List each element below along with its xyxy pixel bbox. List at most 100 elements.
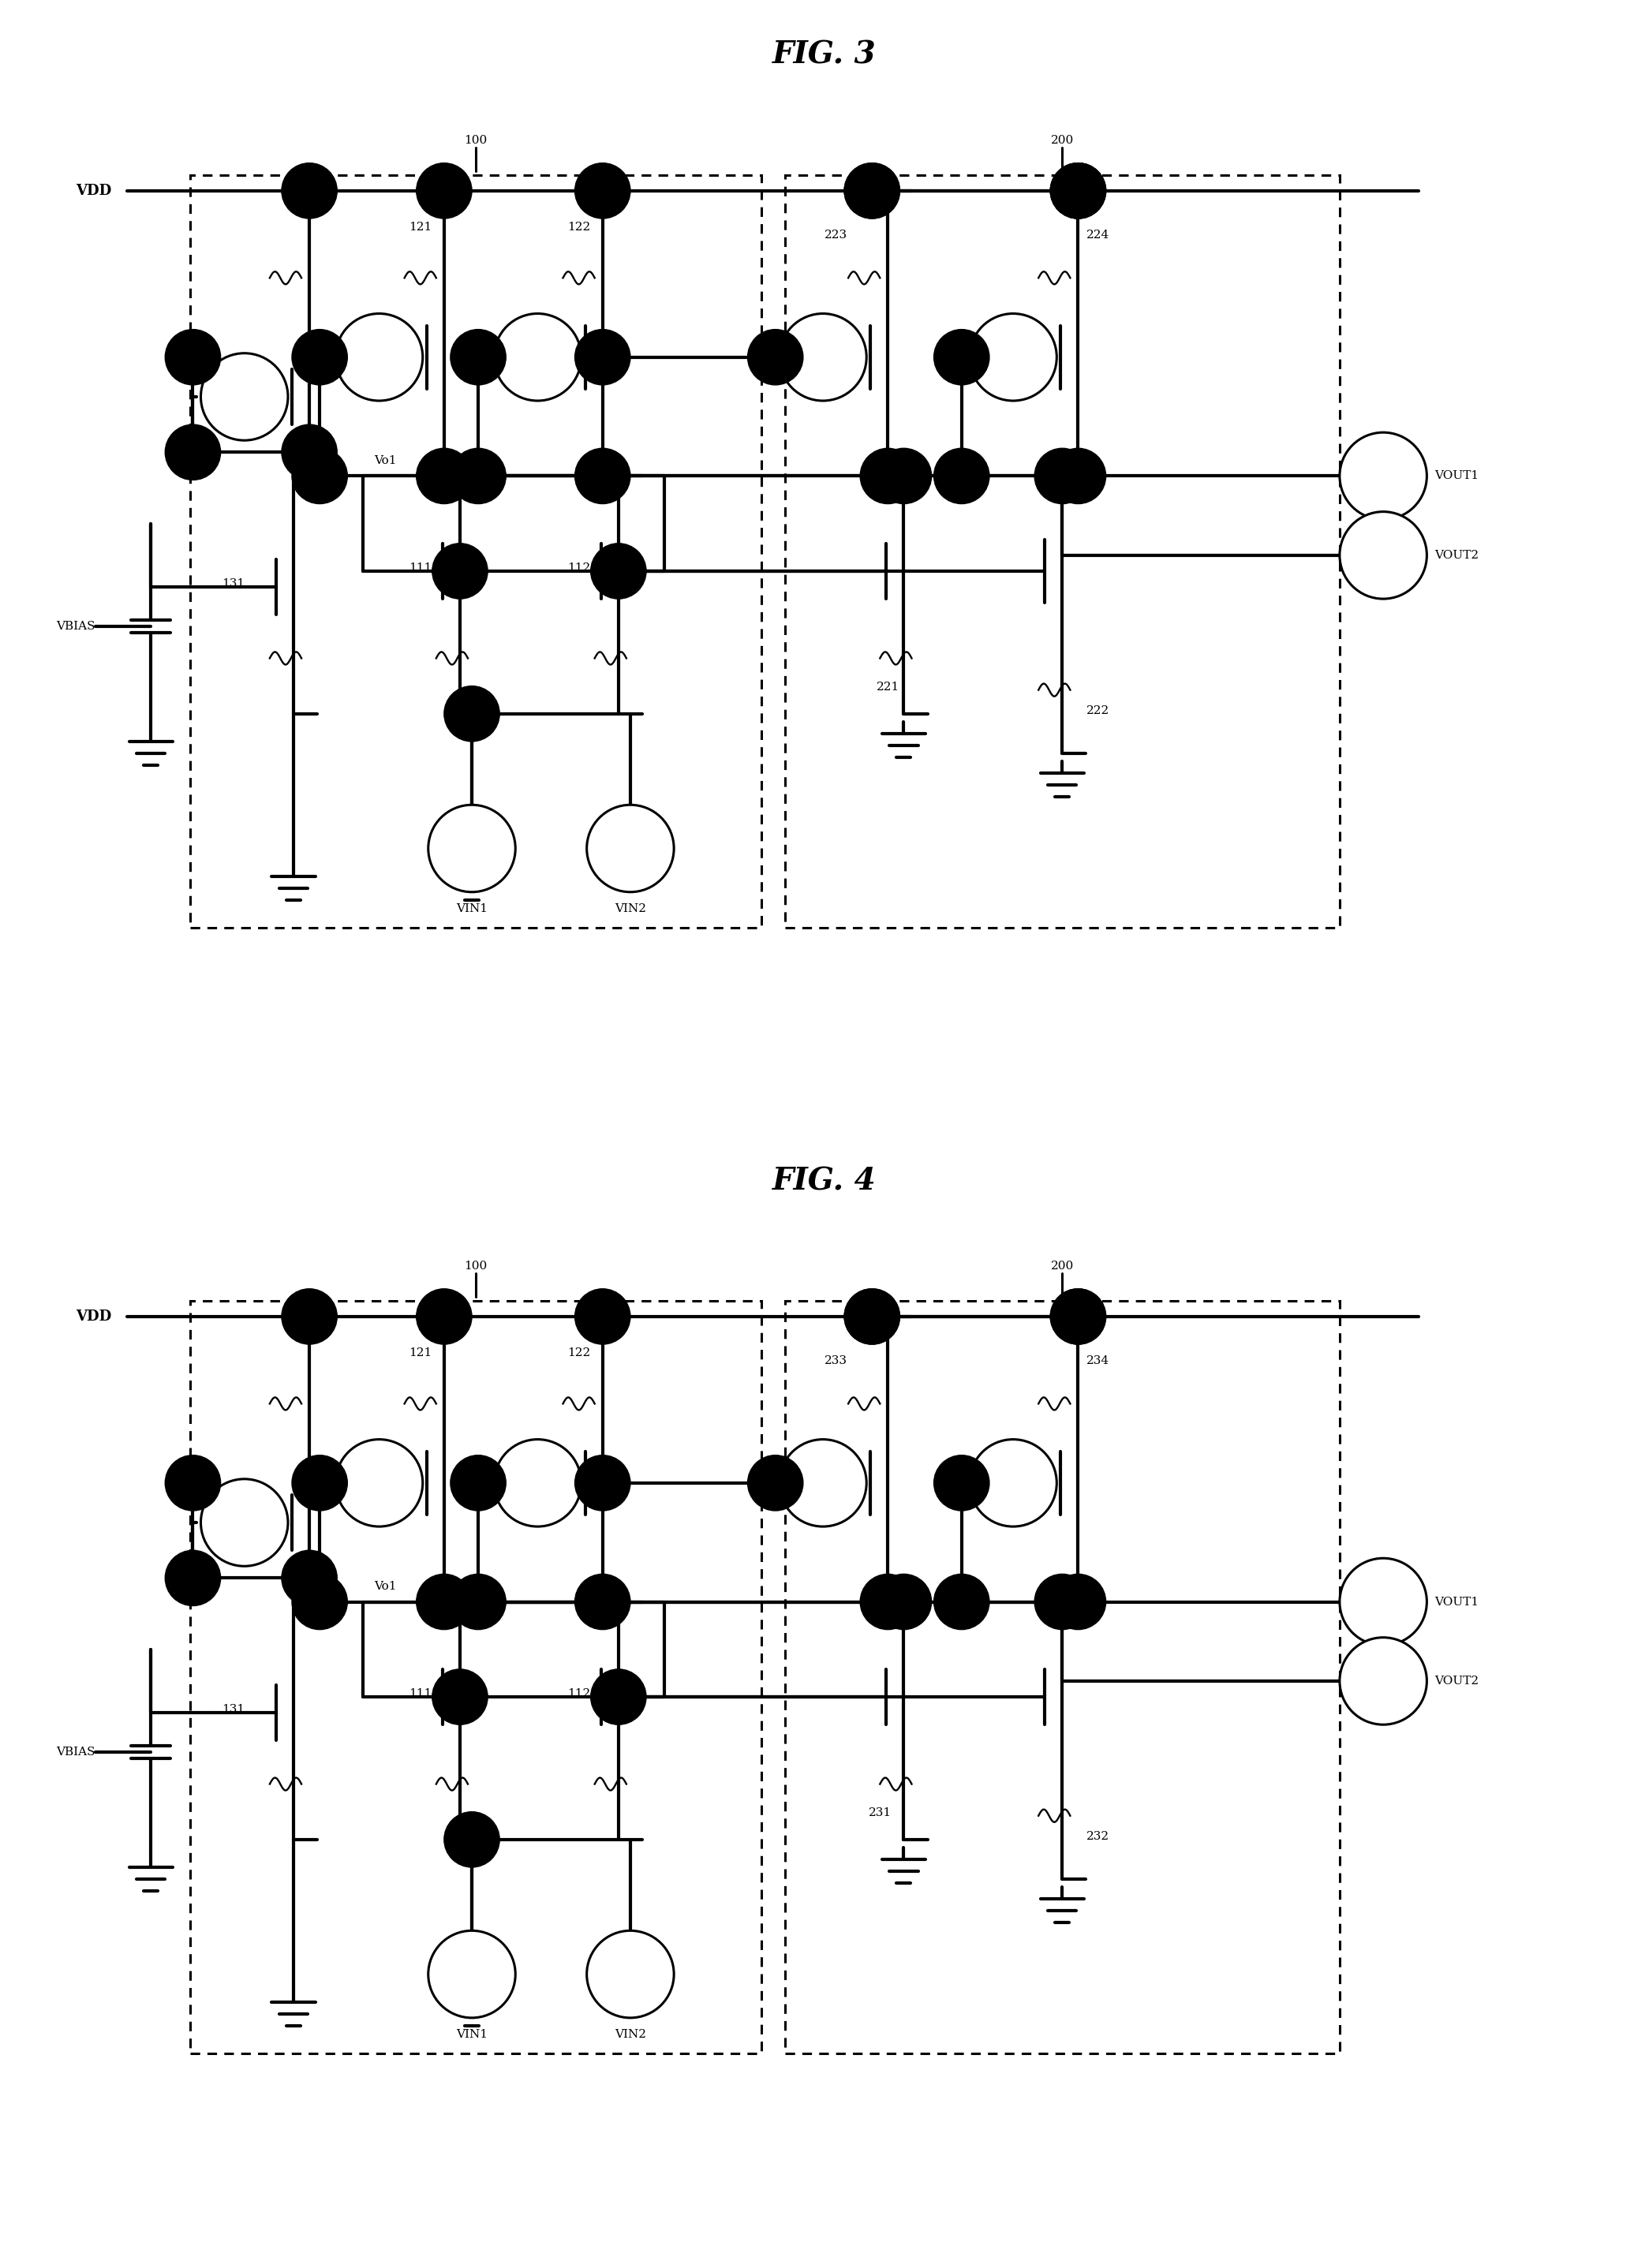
Text: VIN1: VIN1	[457, 2030, 488, 2039]
Text: Vo2: Vo2	[595, 1581, 617, 1592]
Circle shape	[861, 1574, 915, 1628]
Circle shape	[335, 1440, 422, 1526]
Text: 232: 232	[1087, 1830, 1110, 1842]
Circle shape	[590, 1669, 646, 1724]
Circle shape	[1050, 163, 1106, 218]
Circle shape	[844, 163, 900, 218]
Circle shape	[450, 329, 506, 386]
Text: VOUT2: VOUT2	[1435, 549, 1479, 560]
Text: Vo1: Vo1	[374, 456, 396, 467]
Circle shape	[861, 449, 915, 503]
Text: VDD: VDD	[76, 1309, 110, 1325]
Circle shape	[450, 1456, 506, 1510]
Bar	[191, 1300, 762, 2053]
Text: 112: 112	[567, 1687, 590, 1699]
Text: 122: 122	[567, 1347, 590, 1359]
Circle shape	[432, 1669, 488, 1724]
Circle shape	[780, 1440, 866, 1526]
Circle shape	[165, 1456, 221, 1510]
Circle shape	[450, 1574, 506, 1628]
Text: 121: 121	[409, 222, 432, 234]
Circle shape	[844, 1288, 900, 1345]
Text: 223: 223	[824, 229, 848, 240]
Circle shape	[282, 1288, 336, 1345]
Bar	[785, 1300, 1339, 2053]
Circle shape	[1339, 1558, 1426, 1644]
Bar	[785, 175, 1339, 928]
Text: 231: 231	[869, 1808, 892, 1819]
Circle shape	[933, 449, 989, 503]
Text: FIG. 4: FIG. 4	[773, 1166, 876, 1195]
Circle shape	[292, 329, 348, 386]
Text: Vo2: Vo2	[595, 456, 617, 467]
Text: 132: 132	[294, 1608, 317, 1619]
Circle shape	[282, 1551, 336, 1606]
Text: 131: 131	[223, 578, 246, 590]
Circle shape	[495, 313, 580, 401]
Text: VDD: VDD	[76, 184, 110, 197]
Text: VBIAS: VBIAS	[56, 1746, 96, 1758]
Circle shape	[576, 329, 630, 386]
Text: 221: 221	[876, 680, 899, 692]
Circle shape	[1050, 1288, 1106, 1345]
Circle shape	[282, 163, 336, 218]
Circle shape	[876, 449, 932, 503]
Circle shape	[429, 805, 516, 891]
Text: VOUT1: VOUT1	[1435, 469, 1479, 481]
Text: VIN2: VIN2	[615, 903, 646, 914]
Circle shape	[165, 329, 221, 386]
Circle shape	[416, 449, 472, 503]
Circle shape	[201, 354, 289, 440]
Circle shape	[933, 1574, 989, 1628]
Text: 112: 112	[567, 562, 590, 574]
Circle shape	[587, 805, 674, 891]
Circle shape	[416, 163, 472, 218]
Circle shape	[576, 163, 630, 218]
Circle shape	[450, 449, 506, 503]
Circle shape	[576, 1456, 630, 1510]
Text: 233: 233	[824, 1356, 848, 1365]
Text: 222: 222	[1087, 705, 1110, 717]
Circle shape	[1034, 1574, 1090, 1628]
Circle shape	[335, 313, 422, 401]
Circle shape	[292, 449, 348, 503]
Circle shape	[1050, 163, 1106, 218]
Circle shape	[292, 1574, 348, 1628]
Text: 111: 111	[409, 1687, 432, 1699]
Circle shape	[1339, 433, 1426, 519]
Text: FIG. 3: FIG. 3	[773, 41, 876, 70]
Text: 132: 132	[294, 483, 317, 494]
Circle shape	[1339, 1637, 1426, 1724]
Circle shape	[844, 1288, 900, 1345]
Circle shape	[201, 1479, 289, 1567]
Circle shape	[1050, 1288, 1106, 1345]
Circle shape	[282, 424, 336, 481]
Circle shape	[444, 1812, 500, 1867]
Circle shape	[590, 544, 646, 599]
Text: 121: 121	[409, 1347, 432, 1359]
Text: 122: 122	[567, 222, 590, 234]
Circle shape	[780, 313, 866, 401]
Circle shape	[444, 685, 500, 742]
Circle shape	[747, 329, 803, 386]
Circle shape	[576, 449, 630, 503]
Text: VIN2: VIN2	[615, 2030, 646, 2039]
Circle shape	[416, 1574, 472, 1628]
Circle shape	[576, 1574, 630, 1628]
Circle shape	[970, 1440, 1057, 1526]
Circle shape	[576, 1288, 630, 1345]
Circle shape	[165, 1551, 221, 1606]
Circle shape	[495, 1440, 580, 1526]
Circle shape	[587, 1930, 674, 2019]
Text: VOUT1: VOUT1	[1435, 1597, 1479, 1608]
Bar	[191, 175, 762, 928]
Text: 200: 200	[1050, 1261, 1073, 1272]
Circle shape	[1050, 163, 1106, 218]
Circle shape	[416, 1288, 472, 1345]
Circle shape	[933, 1456, 989, 1510]
Text: 100: 100	[465, 134, 488, 145]
Circle shape	[1339, 513, 1426, 599]
Text: 100: 100	[465, 1261, 488, 1272]
Circle shape	[876, 1574, 932, 1628]
Circle shape	[1034, 449, 1090, 503]
